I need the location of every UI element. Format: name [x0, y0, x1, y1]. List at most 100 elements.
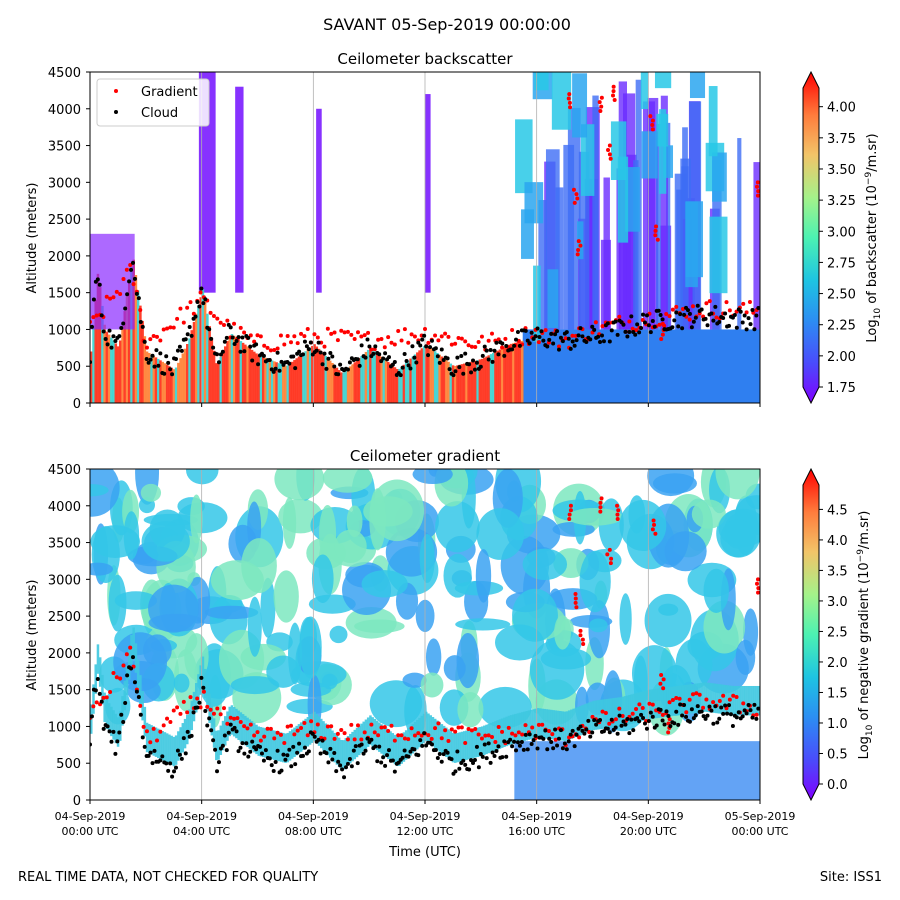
cloud-point	[277, 368, 282, 373]
cloud-point	[101, 329, 106, 334]
cloud-point	[211, 738, 216, 743]
gradient-point	[382, 345, 387, 350]
cloud-point	[297, 349, 302, 354]
cloud-layer-strip	[344, 738, 348, 768]
cloud-layer-strip	[462, 731, 466, 761]
gradient-point	[402, 736, 407, 741]
cloud-layer-strip	[726, 685, 730, 715]
cloud-layer-strip	[308, 715, 312, 745]
cloud-point	[422, 333, 427, 338]
gradient-point	[121, 277, 126, 282]
gradient-point	[278, 333, 283, 338]
violet-column	[316, 108, 322, 293]
cloud-layer-strip	[639, 692, 642, 722]
boundary-layer-strip	[487, 355, 491, 403]
cloud-point	[492, 348, 497, 353]
cloud-point	[412, 355, 417, 360]
boundary-layer-strip	[335, 367, 339, 403]
cloud-point	[160, 754, 165, 759]
gradient-point	[118, 292, 123, 297]
cloud-point	[230, 335, 235, 340]
cloud-point	[512, 739, 517, 744]
cloud-point	[644, 313, 649, 318]
gradient-point	[617, 706, 622, 711]
cloud-field-blob	[647, 469, 695, 497]
cloud-point	[324, 751, 329, 756]
cloud-layer-strip	[148, 723, 151, 754]
gradient-point	[191, 311, 196, 316]
plume-column	[592, 95, 599, 330]
cloud-field-blob	[230, 676, 280, 695]
cloud-point	[355, 761, 360, 766]
cloud-layer-strip	[246, 717, 249, 748]
cloud-layer-strip	[400, 734, 403, 764]
cloud-field-blob	[658, 603, 679, 616]
cloud-field-blob	[329, 625, 348, 644]
gradient-point	[322, 344, 327, 349]
gradient-point	[332, 736, 337, 741]
cloud-point	[381, 356, 386, 361]
gradient-point	[574, 605, 579, 610]
cloud-point	[406, 754, 411, 759]
cloud-point	[705, 713, 710, 718]
cloud-layer-strip	[132, 627, 135, 657]
cloud-point	[574, 732, 579, 737]
violet-column	[235, 86, 244, 293]
cloud-point	[301, 753, 306, 758]
cloud-point	[218, 352, 223, 357]
cloud-point	[195, 705, 200, 710]
cloud-point	[541, 736, 546, 741]
cloud-layer-strip	[268, 729, 272, 759]
boundary-layer-strip	[163, 363, 167, 403]
gradient-point	[469, 344, 474, 349]
gradient-point	[406, 737, 411, 742]
cloud-point	[285, 753, 290, 758]
gradient-point	[662, 323, 667, 328]
cloud-point	[119, 325, 124, 330]
gradient-point	[225, 318, 230, 323]
gradient-point	[607, 143, 612, 148]
plume-column	[681, 166, 689, 330]
plume-column	[578, 151, 590, 330]
boundary-layer-strip	[507, 344, 511, 403]
cloud-point	[568, 732, 573, 737]
cloud-point	[480, 754, 485, 759]
gradient-point	[670, 307, 675, 312]
gradient-point	[756, 590, 760, 595]
boundary-layer-strip	[349, 366, 352, 403]
gradient-point	[567, 92, 572, 97]
cloud-point	[641, 716, 646, 721]
gradient-point	[612, 97, 617, 102]
cloud-point	[396, 760, 401, 765]
cloud-point	[201, 301, 206, 306]
boundary-layer-strip	[284, 365, 287, 403]
gradient-point	[302, 334, 307, 339]
cloud-point	[490, 750, 495, 755]
cloud-point	[566, 336, 571, 341]
cloud-field-blob	[321, 673, 338, 690]
cloud-point	[646, 719, 651, 724]
cloud-point	[142, 744, 147, 749]
cloud-layer-strip	[291, 729, 294, 759]
cloud-point	[752, 327, 757, 332]
cloud-layer-strip	[94, 664, 97, 694]
cloud-point	[156, 363, 161, 368]
cloud-point	[527, 341, 532, 346]
boundary-layer-strip	[467, 362, 470, 403]
boundary-layer-strip	[500, 348, 504, 403]
gradient-point	[252, 733, 257, 738]
boundary-layer-strip	[476, 360, 479, 403]
cloud-point	[572, 343, 577, 348]
cloud-point	[99, 313, 104, 318]
cloud-point	[416, 340, 421, 345]
gradient-point	[171, 708, 176, 713]
cloud-point	[302, 339, 307, 344]
cloud-layer-strip	[570, 709, 573, 739]
cloud-layer-strip	[337, 737, 341, 768]
gradient-point	[275, 730, 280, 735]
cloud-layer-strip	[471, 728, 475, 759]
cloud-layer-strip	[483, 725, 486, 755]
gradient-point	[734, 694, 739, 699]
gradient-point	[131, 282, 136, 287]
